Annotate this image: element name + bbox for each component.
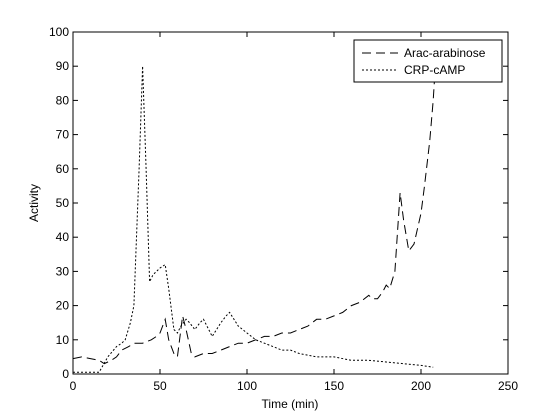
legend-label-crp-camp: CRP-cAMP	[404, 63, 465, 77]
series-line-arac-arabinose	[72, 72, 436, 365]
x-axis-label: Time (min)	[262, 397, 319, 411]
legend: Arac-arabinose CRP-cAMP	[353, 39, 503, 83]
y-tick-label: 40	[56, 230, 70, 244]
x-tick-label: 50	[153, 379, 167, 393]
y-tick-label: 100	[49, 25, 69, 39]
y-tick-label: 20	[56, 299, 70, 313]
y-tick-label: 60	[56, 162, 70, 176]
x-tick-label: 100	[237, 379, 257, 393]
y-tick-label: 10	[56, 333, 70, 347]
y-tick-label: 70	[56, 128, 70, 142]
series-lines	[72, 66, 436, 373]
x-tick-label: 150	[324, 379, 344, 393]
series-line-crp-camp	[73, 66, 434, 373]
y-axis: 0 10 20 30 40 50 60 70 80 90 100	[49, 25, 508, 381]
y-tick-label: 50	[56, 196, 70, 210]
legend-box	[353, 39, 503, 83]
y-tick-label: 90	[56, 59, 70, 73]
x-tick-label: 0	[70, 379, 77, 393]
y-tick-label: 80	[56, 93, 70, 107]
x-axis: 0 50 100 150 200 250	[70, 32, 518, 393]
x-tick-label: 250	[498, 379, 518, 393]
x-tick-label: 200	[411, 379, 431, 393]
plot-area	[72, 31, 509, 375]
y-tick-label: 0	[62, 367, 69, 381]
y-axis-label: Activity	[27, 184, 41, 222]
y-tick-label: 30	[56, 264, 70, 278]
legend-label-arac-arabinose: Arac-arabinose	[404, 46, 486, 60]
